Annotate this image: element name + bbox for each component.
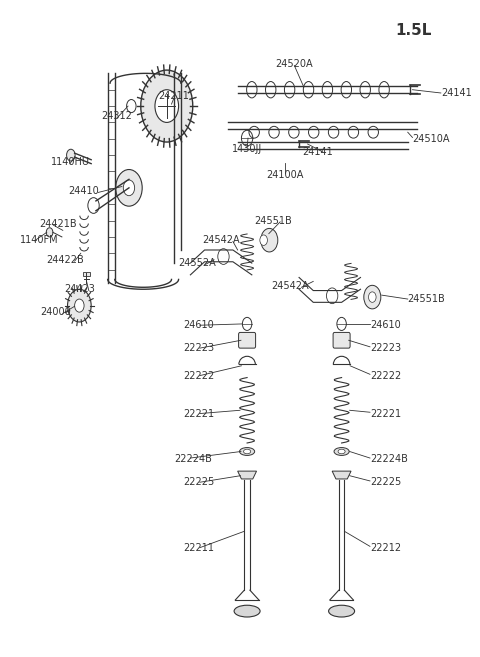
Ellipse shape	[240, 447, 255, 455]
Text: 22224B: 22224B	[174, 455, 212, 464]
Text: 24551B: 24551B	[254, 215, 292, 225]
Text: 22225: 22225	[370, 477, 401, 487]
Text: 24421B: 24421B	[39, 219, 77, 229]
Ellipse shape	[243, 449, 251, 454]
Text: 22223: 22223	[183, 343, 215, 353]
Text: 22222: 22222	[370, 371, 401, 380]
Circle shape	[74, 299, 84, 312]
Text: 22223: 22223	[370, 343, 401, 353]
Text: 22225: 22225	[183, 477, 215, 487]
Bar	[83, 272, 90, 276]
Circle shape	[46, 228, 53, 237]
Circle shape	[67, 149, 75, 161]
Text: 22221: 22221	[183, 409, 215, 419]
Circle shape	[68, 289, 91, 322]
Text: 24520A: 24520A	[276, 58, 313, 68]
Text: 24542A: 24542A	[202, 235, 240, 245]
Polygon shape	[238, 471, 256, 479]
Circle shape	[141, 70, 193, 142]
Ellipse shape	[329, 605, 355, 617]
Text: 24423: 24423	[64, 284, 95, 294]
Text: 22212: 22212	[370, 543, 401, 553]
Ellipse shape	[334, 447, 349, 455]
Text: 24410: 24410	[69, 186, 99, 196]
Text: 24510A: 24510A	[412, 134, 450, 144]
Circle shape	[261, 229, 278, 252]
Circle shape	[364, 285, 381, 309]
Text: 24312: 24312	[102, 111, 132, 121]
Ellipse shape	[338, 449, 345, 454]
Text: 22222: 22222	[183, 371, 215, 380]
Text: 22221: 22221	[370, 409, 401, 419]
Text: 24422B: 24422B	[46, 255, 84, 265]
Text: 24141: 24141	[302, 147, 333, 157]
Text: 1140FM: 1140FM	[20, 235, 59, 245]
Text: 24542A: 24542A	[271, 281, 309, 291]
Circle shape	[155, 90, 179, 122]
Circle shape	[369, 292, 376, 302]
Text: 24552A: 24552A	[179, 258, 216, 268]
Text: 1140HU: 1140HU	[51, 156, 90, 167]
Ellipse shape	[234, 605, 260, 617]
Circle shape	[116, 170, 142, 206]
Text: 22211: 22211	[183, 543, 214, 553]
Text: 24610: 24610	[370, 320, 401, 330]
Text: 24141: 24141	[441, 88, 471, 98]
FancyBboxPatch shape	[239, 332, 256, 348]
Polygon shape	[332, 471, 351, 479]
Text: 24000: 24000	[40, 307, 71, 317]
Text: 24551B: 24551B	[408, 294, 445, 304]
Text: 24211: 24211	[158, 91, 189, 101]
Text: 22224B: 22224B	[370, 455, 408, 464]
Text: 1430JJ: 1430JJ	[232, 144, 262, 154]
Circle shape	[260, 235, 267, 246]
Text: 24100A: 24100A	[266, 170, 303, 180]
FancyBboxPatch shape	[333, 332, 350, 348]
Circle shape	[123, 180, 134, 196]
Text: 1.5L: 1.5L	[395, 24, 432, 38]
Text: 24610: 24610	[183, 320, 214, 330]
